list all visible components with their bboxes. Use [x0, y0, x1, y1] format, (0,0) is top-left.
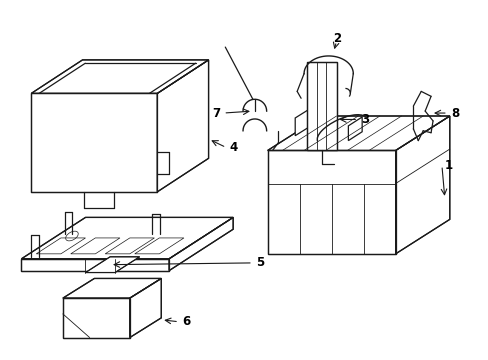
- Polygon shape: [395, 116, 449, 254]
- Polygon shape: [31, 93, 157, 192]
- Text: 1: 1: [444, 159, 452, 172]
- Text: 6: 6: [182, 315, 190, 328]
- Polygon shape: [21, 259, 169, 271]
- Text: 2: 2: [333, 32, 341, 45]
- Polygon shape: [129, 278, 161, 338]
- Polygon shape: [21, 217, 233, 259]
- Polygon shape: [295, 108, 310, 136]
- Text: 3: 3: [361, 113, 368, 126]
- Text: 8: 8: [450, 107, 458, 120]
- Polygon shape: [63, 298, 129, 338]
- Polygon shape: [267, 116, 449, 150]
- Polygon shape: [347, 117, 362, 141]
- Polygon shape: [306, 62, 336, 150]
- Polygon shape: [267, 150, 395, 254]
- Text: 5: 5: [255, 256, 264, 269]
- Polygon shape: [31, 60, 208, 93]
- Polygon shape: [157, 60, 208, 192]
- Polygon shape: [169, 217, 233, 271]
- Text: 7: 7: [212, 107, 220, 120]
- Polygon shape: [63, 278, 161, 298]
- Text: 4: 4: [229, 141, 237, 154]
- Polygon shape: [85, 257, 140, 273]
